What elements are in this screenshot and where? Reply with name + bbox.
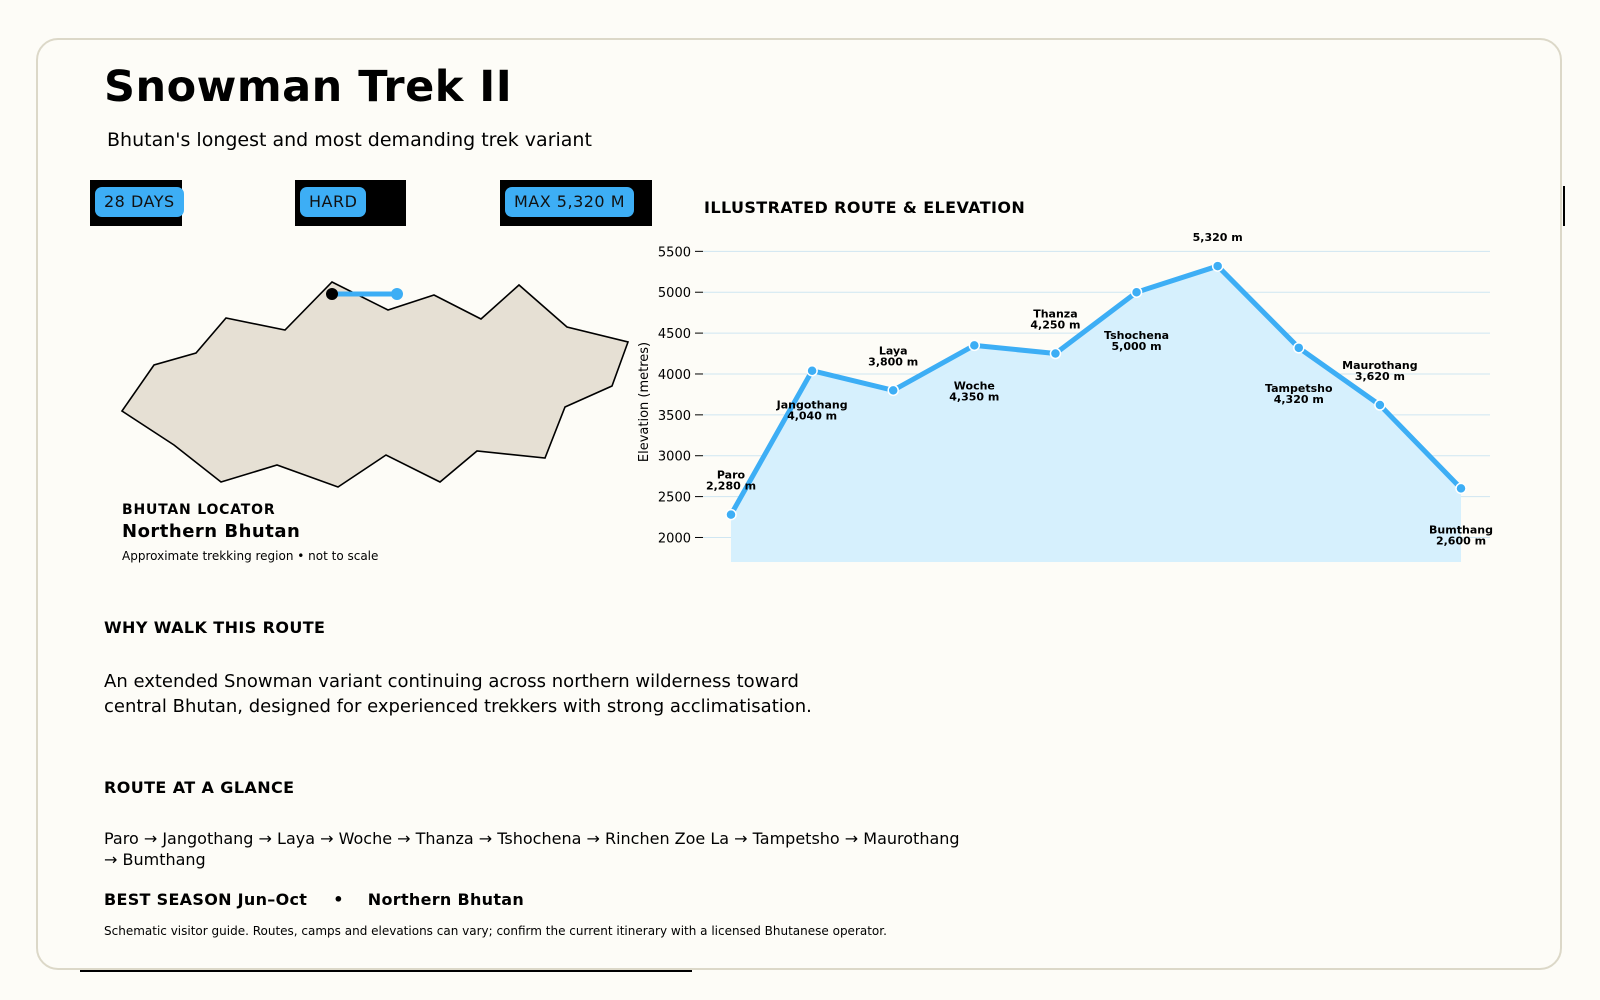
locator-label: BHUTAN LOCATOR — [122, 502, 276, 518]
route-start-marker — [326, 288, 338, 300]
y-tick-label: 3500 — [658, 409, 691, 424]
route-end-marker — [391, 288, 403, 300]
elevation-area — [731, 266, 1461, 562]
y-tick-label: 4000 — [658, 368, 691, 383]
point-name-label: Tampetsho — [1265, 382, 1333, 395]
point-name-label: Bumthang — [1429, 523, 1493, 536]
difficulty-badge-box: HARD — [295, 180, 406, 226]
elevation-point — [1049, 347, 1062, 360]
edge-rule — [1563, 186, 1565, 226]
bottom-rule — [80, 970, 692, 972]
point-name-label: Tshochena — [1104, 329, 1169, 342]
elevation-point — [1130, 286, 1143, 298]
bhutan-outline — [120, 281, 630, 488]
elevation-point — [1374, 399, 1386, 411]
point-value-label: 5,320 m — [1193, 231, 1243, 244]
elevation-point — [725, 508, 737, 521]
point-value-label: 4,320 m — [1274, 393, 1324, 406]
point-name-label: Thanza — [1033, 308, 1077, 321]
elevation-point — [1455, 482, 1467, 495]
y-axis-label: Elevation (metres) — [637, 342, 652, 462]
point-name-label: Paro — [717, 469, 746, 482]
bhutan-locator-map — [120, 281, 630, 488]
season-separator: • — [333, 890, 344, 909]
y-tick-label: 3000 — [658, 450, 691, 465]
max-altitude-badge: MAX 5,320 M — [505, 187, 634, 217]
why-heading: WHY WALK THIS ROUTE — [104, 618, 326, 637]
duration-badge: 28 DAYS — [95, 187, 184, 217]
best-season: BEST SEASON Jun–Oct • Northern Bhutan — [104, 890, 524, 909]
elevation-point — [887, 384, 899, 397]
page-subtitle: Bhutan's longest and most demanding trek… — [107, 129, 592, 151]
point-value-label: 3,620 m — [1355, 370, 1405, 383]
why-text: An extended Snowman variant continuing a… — [104, 671, 812, 717]
point-name-label: Laya — [879, 344, 908, 357]
point-name-label: Rinchen Zoe La — [1170, 230, 1265, 233]
elevation-point — [806, 364, 818, 377]
difficulty-badge: HARD — [300, 187, 367, 217]
disclaimer: Schematic visitor guide. Routes, camps a… — [104, 924, 887, 938]
duration-badge-box: 28 DAYS — [90, 180, 184, 226]
point-value-label: 4,250 m — [1030, 319, 1080, 332]
point-name-label: Maurothang — [1342, 359, 1417, 372]
y-tick-label: 5000 — [658, 286, 691, 301]
route-list: Paro → Jangothang → Laya → Woche → Thanz… — [104, 829, 960, 869]
route-heading: ROUTE AT A GLANCE — [104, 778, 295, 797]
y-tick-label: 2000 — [658, 531, 691, 546]
point-value-label: 5,000 m — [1112, 340, 1162, 353]
season-region: Northern Bhutan — [367, 890, 525, 909]
point-value-label: 3,800 m — [868, 355, 918, 368]
page-title: Snowman Trek II — [104, 62, 513, 112]
elevation-point — [968, 339, 981, 352]
locator-note: Approximate trekking region • not to sca… — [122, 549, 379, 563]
y-tick-label: 2500 — [658, 491, 691, 506]
elevation-line — [728, 263, 1464, 518]
elevation-chart: 2000 2500 3000 3500 4000 4500 5000 5500 Paro2,2… — [637, 230, 1493, 562]
point-name-label: Jangothang — [776, 399, 848, 412]
elevation-point — [1293, 342, 1305, 354]
season-label: BEST SEASON Jun–Oct — [104, 890, 308, 909]
y-tick-label: 4500 — [658, 327, 691, 342]
point-value-label: 4,040 m — [787, 410, 837, 423]
point-value-label: 2,600 m — [1436, 534, 1486, 547]
elevation-point — [1211, 260, 1224, 272]
point-name-label: Woche — [954, 379, 995, 392]
point-value-label: 2,280 m — [706, 480, 756, 493]
locator-title: Northern Bhutan — [122, 521, 301, 542]
altitude-badge-box: MAX 5,320 M — [500, 180, 652, 226]
chart-heading: ILLUSTRATED ROUTE & ELEVATION — [704, 198, 1026, 217]
point-value-label: 4,350 m — [949, 390, 999, 403]
y-tick-label: 5500 — [658, 245, 691, 260]
